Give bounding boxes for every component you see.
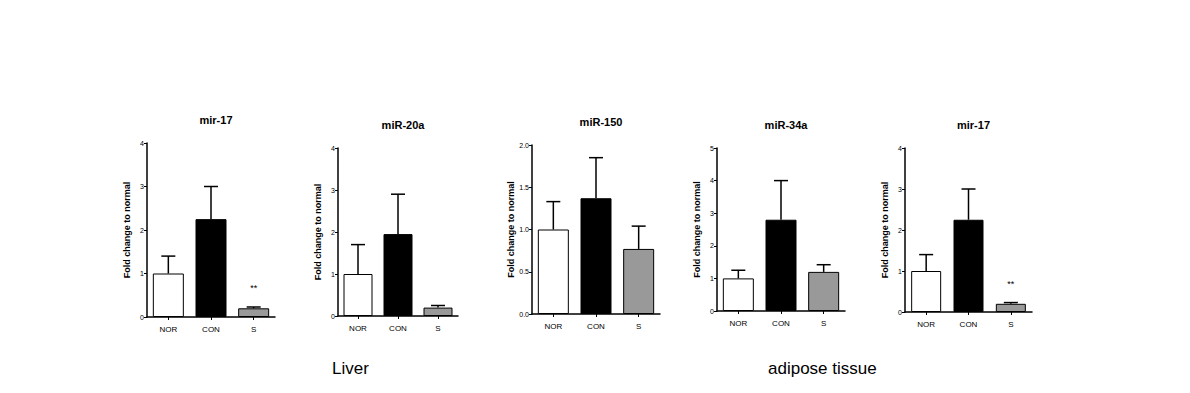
svg-text:CON: CON xyxy=(772,319,790,328)
svg-text:NOR: NOR xyxy=(917,320,935,329)
svg-text:S: S xyxy=(251,325,256,334)
svg-text:3: 3 xyxy=(898,186,902,193)
svg-text:4: 4 xyxy=(331,145,335,152)
svg-text:2: 2 xyxy=(331,229,335,236)
svg-text:CON: CON xyxy=(960,320,978,329)
svg-text:CON: CON xyxy=(389,324,407,333)
svg-text:0.5: 0.5 xyxy=(519,268,529,275)
svg-text:adipose tissue: adipose tissue xyxy=(768,359,877,378)
svg-text:miR-150: miR-150 xyxy=(580,116,623,128)
svg-text:1.5: 1.5 xyxy=(519,184,529,191)
svg-text:0: 0 xyxy=(710,308,714,315)
svg-text:0: 0 xyxy=(140,314,144,321)
svg-text:0: 0 xyxy=(331,313,335,320)
svg-text:S: S xyxy=(1008,320,1013,329)
svg-text:**: ** xyxy=(250,283,258,293)
svg-text:0: 0 xyxy=(898,309,902,316)
svg-text:1: 1 xyxy=(898,268,902,275)
svg-text:1: 1 xyxy=(710,275,714,282)
svg-text:mir-17: mir-17 xyxy=(957,119,990,131)
svg-text:5: 5 xyxy=(710,145,714,152)
svg-text:1: 1 xyxy=(140,270,144,277)
svg-text:Fold change to normal: Fold change to normal xyxy=(122,182,132,279)
svg-text:1: 1 xyxy=(331,271,335,278)
svg-text:NOR: NOR xyxy=(544,322,562,331)
svg-text:2: 2 xyxy=(898,227,902,234)
svg-text:2.0: 2.0 xyxy=(519,142,529,149)
svg-text:mir-17: mir-17 xyxy=(199,114,232,126)
svg-text:CON: CON xyxy=(202,325,220,334)
svg-text:0.0: 0.0 xyxy=(519,311,529,318)
svg-text:2: 2 xyxy=(140,227,144,234)
svg-text:3: 3 xyxy=(331,187,335,194)
svg-text:Liver: Liver xyxy=(332,359,369,378)
svg-text:4: 4 xyxy=(898,145,902,152)
svg-text:miR-20a: miR-20a xyxy=(382,119,426,131)
svg-text:3: 3 xyxy=(140,183,144,190)
svg-text:S: S xyxy=(435,324,440,333)
svg-text:NOR: NOR xyxy=(349,324,367,333)
svg-text:4: 4 xyxy=(140,140,144,147)
svg-text:NOR: NOR xyxy=(729,319,747,328)
svg-text:3: 3 xyxy=(710,210,714,217)
svg-text:NOR: NOR xyxy=(159,325,177,334)
svg-text:**: ** xyxy=(1007,279,1015,289)
svg-text:CON: CON xyxy=(587,322,605,331)
svg-text:Fold change to normal: Fold change to normal xyxy=(692,181,702,278)
svg-text:Fold change to normal: Fold change to normal xyxy=(506,181,516,278)
svg-text:4: 4 xyxy=(710,177,714,184)
svg-text:2: 2 xyxy=(710,242,714,249)
svg-text:miR-34a: miR-34a xyxy=(765,119,809,131)
svg-text:S: S xyxy=(636,322,641,331)
svg-text:Fold change to normal: Fold change to normal xyxy=(313,184,323,281)
svg-text:1.0: 1.0 xyxy=(519,226,529,233)
svg-text:Fold change to normal: Fold change to normal xyxy=(880,182,890,279)
svg-text:S: S xyxy=(821,319,826,328)
